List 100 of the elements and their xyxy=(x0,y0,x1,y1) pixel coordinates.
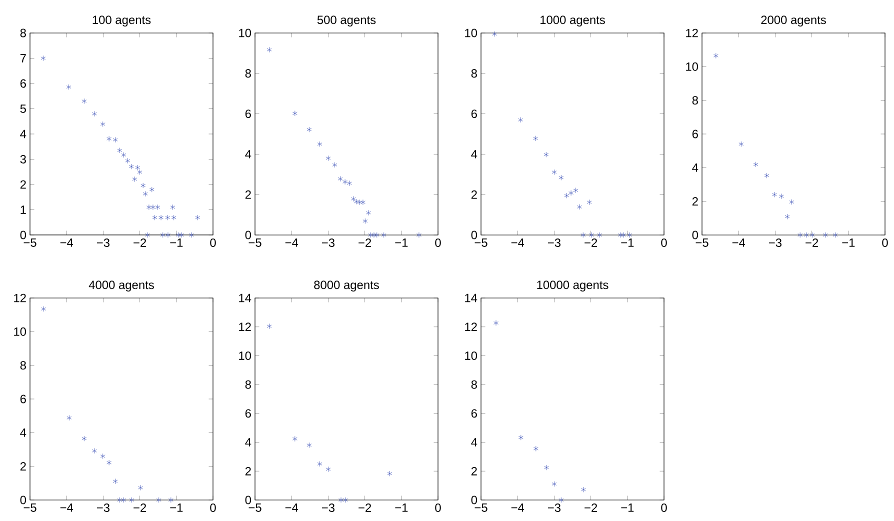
point xyxy=(374,232,380,238)
point xyxy=(372,232,376,238)
point xyxy=(518,434,524,440)
point xyxy=(129,497,134,503)
y-tick-label: 0 xyxy=(20,230,26,240)
y-tick-label: 10 xyxy=(14,327,26,336)
x-tick-label: −3 xyxy=(96,504,110,512)
point xyxy=(620,232,626,238)
y-tick-label: 4 xyxy=(471,438,478,446)
x-tick-label: −1 xyxy=(395,238,408,247)
point xyxy=(822,232,828,238)
y-tick-label: 4 xyxy=(471,150,478,158)
y-tick-label: 5 xyxy=(20,104,26,113)
x-tick-label: −4 xyxy=(511,238,524,247)
x-tick-label: −5 xyxy=(248,504,262,512)
point xyxy=(832,232,838,238)
point xyxy=(351,196,356,202)
y-tick-label: 4 xyxy=(245,150,252,158)
point xyxy=(156,497,162,503)
chart-title: 1000 agents xyxy=(540,16,605,26)
point xyxy=(580,232,586,238)
x-tick-label: −2 xyxy=(134,504,146,512)
y-tick-label: 6 xyxy=(245,409,251,418)
x-tick-label: −4 xyxy=(732,238,746,247)
y-tick-label: 8 xyxy=(471,380,477,389)
x-tick-label: −1 xyxy=(621,504,634,512)
point xyxy=(92,448,97,454)
y-tick-label: 0 xyxy=(245,230,252,240)
point xyxy=(772,192,777,198)
x-tick-label: 0 xyxy=(435,504,441,512)
y-tick-label: 14 xyxy=(239,294,252,302)
point xyxy=(176,232,181,238)
point xyxy=(338,497,344,503)
point xyxy=(106,460,112,466)
x-tick-label: −5 xyxy=(24,504,36,512)
y-tick-label: 12 xyxy=(239,322,251,332)
point xyxy=(558,174,564,180)
point xyxy=(100,453,106,460)
point xyxy=(92,110,97,117)
y-tick-label: 12 xyxy=(465,322,477,332)
y-tick-label: 2 xyxy=(471,466,477,476)
point xyxy=(597,232,602,238)
point xyxy=(789,199,794,205)
point xyxy=(195,214,200,220)
point xyxy=(171,214,176,220)
chart-title: 10000 agents xyxy=(537,280,608,292)
point xyxy=(492,31,497,37)
point xyxy=(381,232,386,238)
point xyxy=(544,464,549,470)
point xyxy=(416,232,422,238)
y-tick-label: 0 xyxy=(471,230,478,240)
point xyxy=(179,232,184,238)
point xyxy=(577,204,582,210)
y-tick-label: 10 xyxy=(239,28,252,38)
y-tick-label: 6 xyxy=(20,79,26,88)
point xyxy=(778,193,784,200)
point xyxy=(100,121,106,127)
x-tick-label: −2 xyxy=(584,238,598,247)
point xyxy=(145,232,150,238)
y-tick-label: 2 xyxy=(245,190,251,199)
point xyxy=(266,46,272,53)
y-tick-label: 7 xyxy=(20,54,26,62)
y-tick-label: 0 xyxy=(20,496,26,504)
y-tick-label: 8 xyxy=(692,96,698,105)
point xyxy=(326,155,331,162)
point xyxy=(346,180,352,186)
x-tick-label: −5 xyxy=(474,238,488,247)
point xyxy=(764,172,770,178)
x-tick-label: −2 xyxy=(358,504,372,512)
point xyxy=(82,436,87,442)
x-tick-label: −1 xyxy=(395,504,408,512)
point xyxy=(798,232,803,238)
point xyxy=(354,198,359,204)
point xyxy=(533,136,538,142)
y-tick-label: 6 xyxy=(471,110,477,118)
point xyxy=(140,182,146,188)
point xyxy=(544,152,549,158)
point xyxy=(41,306,46,312)
y-tick-label: 0 xyxy=(471,496,478,504)
point xyxy=(266,323,272,330)
y-tick-label: 10 xyxy=(465,351,478,360)
y-tick-label: 2 xyxy=(245,466,251,476)
point xyxy=(387,470,392,476)
point xyxy=(121,497,126,503)
y-tick-label: 1 xyxy=(20,206,26,214)
point xyxy=(338,176,343,182)
y-tick-label: 2 xyxy=(20,180,26,189)
point xyxy=(112,478,118,484)
x-tick-label: −1 xyxy=(842,238,855,247)
point xyxy=(158,214,164,220)
point xyxy=(558,497,564,503)
point xyxy=(804,232,809,238)
x-tick-label: −5 xyxy=(696,238,708,247)
y-tick-label: 6 xyxy=(471,409,477,418)
x-tick-label: −3 xyxy=(96,238,110,247)
x-tick-label: 0 xyxy=(210,504,216,512)
point xyxy=(738,141,744,147)
y-tick-label: 4 xyxy=(20,428,26,437)
y-tick-label: 4 xyxy=(20,130,26,138)
x-tick-label: 0 xyxy=(882,238,888,247)
